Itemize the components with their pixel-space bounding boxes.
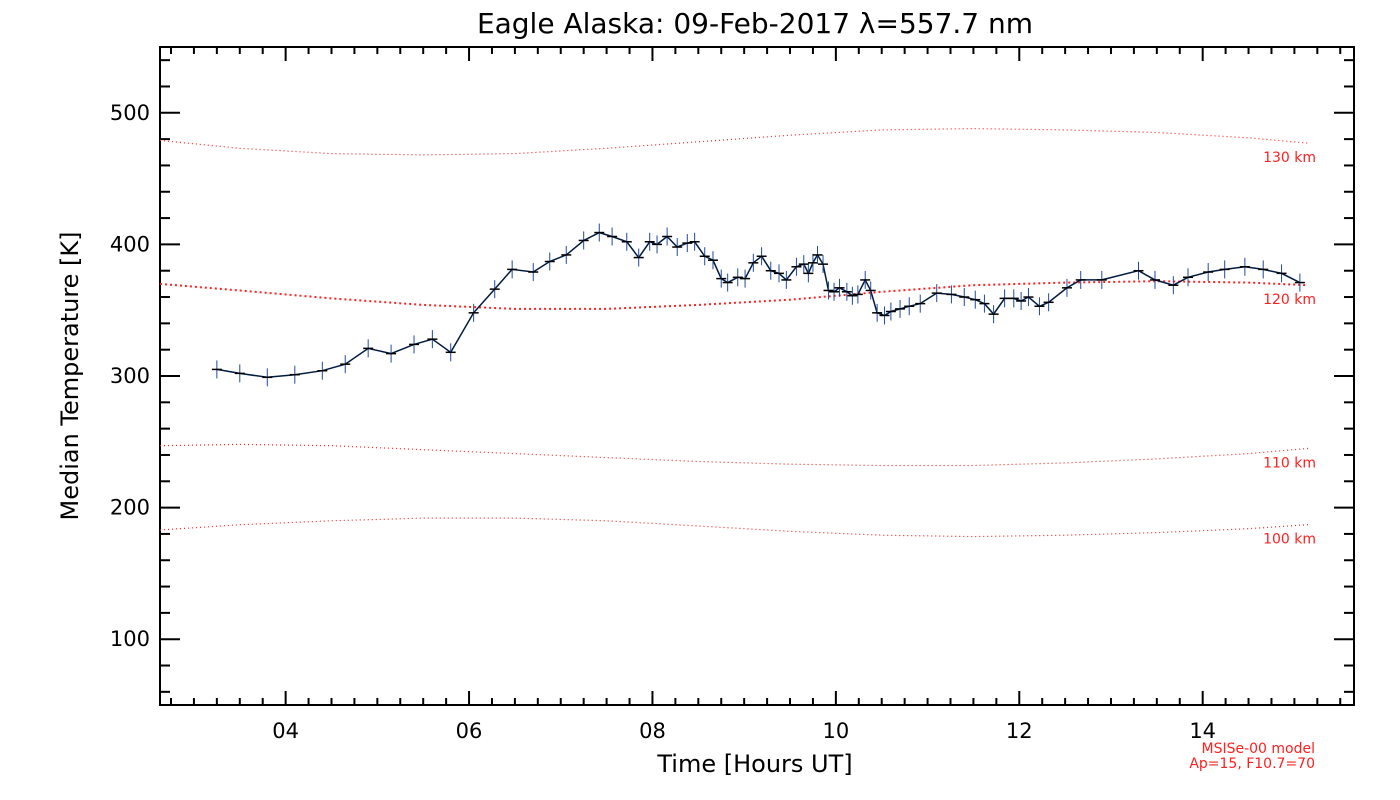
x-tick-label: 12	[1006, 719, 1033, 743]
model-curve	[159, 517, 1309, 538]
x-tick-label: 14	[1189, 719, 1216, 743]
model-note-line-2: Ap=15, F10.7=70	[1189, 756, 1315, 772]
model-curve-label: 120 km	[1263, 292, 1316, 308]
y-tick-label: 100	[110, 627, 150, 651]
y-axis-label: Median Temperature [K]	[56, 231, 84, 520]
y-tick-label: 400	[110, 232, 150, 256]
series-line	[216, 231, 1301, 379]
model-curves: 130 km 120 km 110 km 100 km	[159, 127, 1316, 548]
model-curve	[159, 443, 1309, 467]
model-curve	[159, 127, 1309, 156]
y-tick-label: 300	[110, 364, 150, 388]
y-tick-label: 200	[110, 496, 150, 520]
chart-title: Eagle Alaska: 09-Feb-2017 λ=557.7 nm	[477, 7, 1033, 40]
y-tick-labels: 100 200 300 400 500	[110, 101, 150, 651]
y-tick-label: 500	[110, 101, 150, 125]
x-tick-label: 04	[272, 719, 299, 743]
axis-ticks	[160, 47, 1354, 705]
model-curve-label: 110 km	[1263, 455, 1316, 471]
model-curve-label: 100 km	[1263, 532, 1316, 548]
x-tick-label: 06	[456, 719, 483, 743]
x-axis-label: Time [Hours UT]	[656, 750, 852, 778]
model-curve	[159, 280, 1309, 310]
x-tick-label: 08	[639, 719, 666, 743]
x-tick-label: 10	[822, 719, 849, 743]
plot-frame	[159, 46, 1355, 706]
data-series	[211, 223, 1305, 387]
model-curve-label: 130 km	[1263, 150, 1316, 166]
x-tick-labels: 04 06 08 10 12 14	[272, 719, 1216, 743]
model-note-line-1: MSISe-00 model	[1201, 741, 1315, 757]
